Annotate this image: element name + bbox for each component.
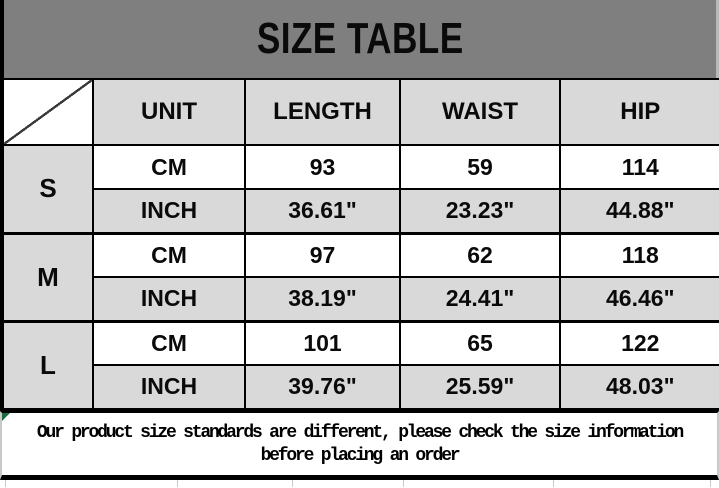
size-label-m: M [1,231,94,322]
diagonal-header-cell [1,78,94,146]
table-row-s-cm: S CM 93 59 114 [1,144,719,234]
m-cm-hip-value: 118 [559,231,719,278]
s-cm-waist-value: 59 [399,144,561,190]
table-row-l-inch: INCH 39.76" 25.59" 48.03" [2,364,719,410]
column-header-unit: UNIT [92,78,246,146]
size-label-l: L [1,319,94,410]
s-cm-length-value: 93 [244,144,401,190]
l-inch-waist-value: 25.59" [399,364,561,410]
table-row-s-inch: INCH 36.61" 23.23" 44.88" [2,188,719,234]
s-inch-length-value: 36.61" [244,188,401,234]
note-line-2: before placing an order [260,445,461,466]
l-inch-length-value: 39.76" [244,364,401,410]
column-header-length: LENGTH [244,78,401,146]
column-header-hip: HIP [559,78,719,146]
cell-error-marker-icon [2,412,10,421]
unit-label-inch-l: INCH [92,364,246,410]
column-header-waist: WAIST [399,78,561,146]
s-inch-hip-value: 44.88" [559,188,719,234]
s-inch-waist-value: 23.23" [399,188,561,234]
m-cm-waist-value: 62 [399,231,561,278]
note-line-1: Our product size standards are different… [36,422,684,443]
s-cm-hip-value: 114 [559,144,719,190]
m-cm-length-value: 97 [244,231,401,278]
table-row-m-inch: INCH 38.19" 24.41" 46.46" [2,276,719,322]
m-inch-waist-value: 24.41" [399,276,561,322]
size-table: UNIT LENGTH WAIST HIP S CM 93 59 114 INC… [0,78,719,411]
title-bar: SIZE TABLE [0,0,719,78]
unit-label-inch-s: INCH [92,188,246,234]
table-row-l-cm: L CM 101 65 122 [1,319,719,410]
unit-label-cm-l: CM [92,319,246,366]
table-row-m-cm: M CM 97 62 118 [1,231,719,322]
m-inch-hip-value: 46.46" [559,276,719,322]
l-cm-hip-value: 122 [559,319,719,366]
note-box: Our product size standards are different… [0,410,719,480]
m-inch-length-value: 38.19" [244,276,401,322]
header-row: UNIT LENGTH WAIST HIP [1,78,719,146]
unit-label-inch-m: INCH [92,276,246,322]
spreadsheet-gridline-strip [0,479,719,487]
unit-label-cm-s: CM [92,144,246,190]
page-title: SIZE TABLE [256,14,464,63]
l-inch-hip-value: 48.03" [559,364,719,410]
size-label-s: S [1,144,94,234]
l-cm-length-value: 101 [244,319,401,366]
l-cm-waist-value: 65 [399,319,561,366]
unit-label-cm-m: CM [92,231,246,278]
